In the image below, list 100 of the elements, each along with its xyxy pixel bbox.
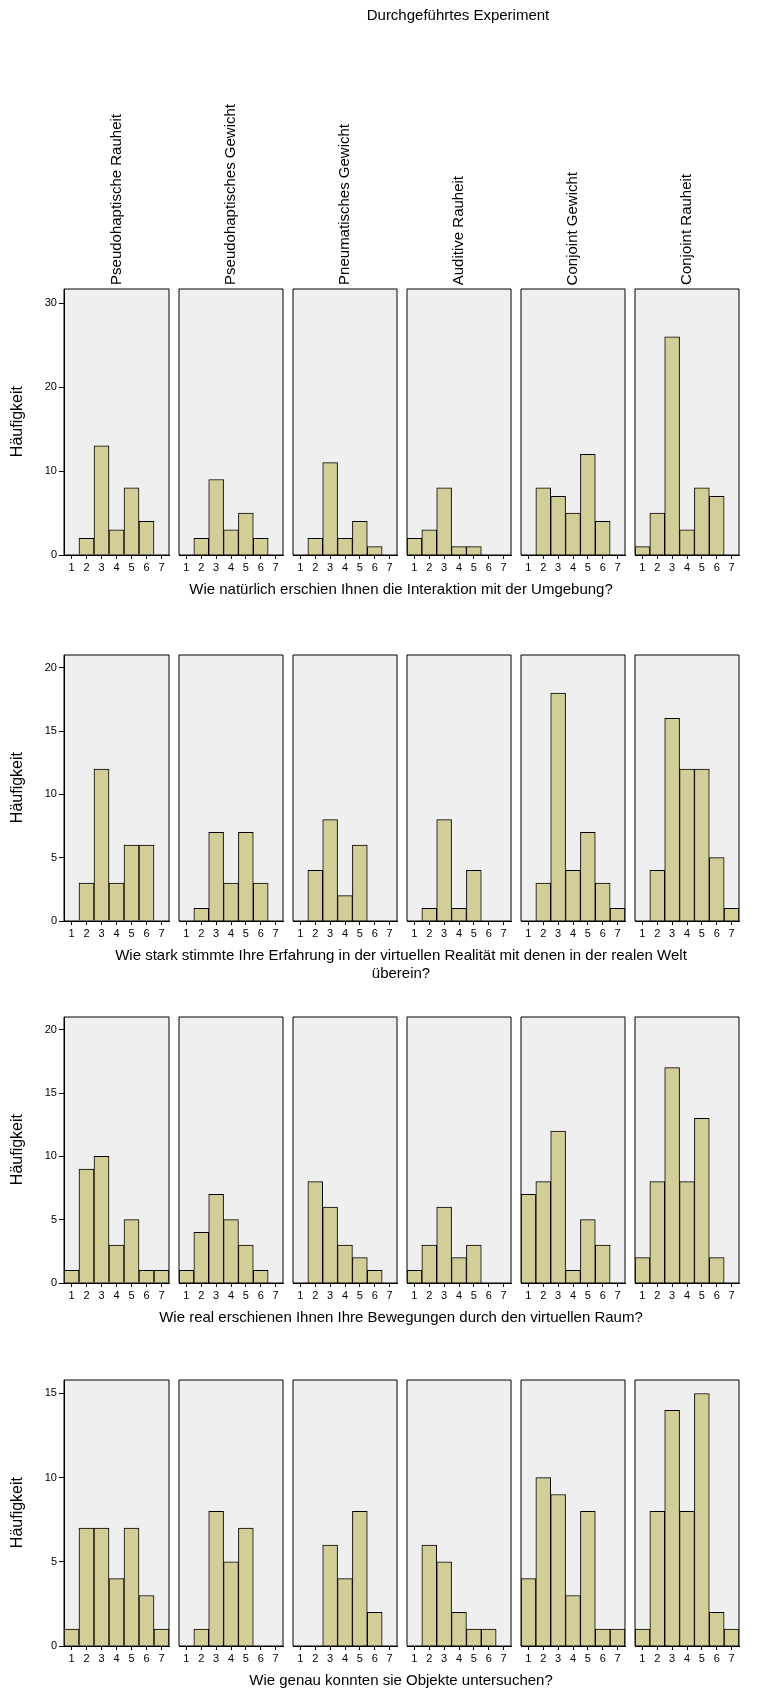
- x-tick-label: 5: [356, 1651, 363, 1664]
- x-tick-label: 3: [98, 560, 105, 573]
- x-tick-label: 6: [143, 560, 150, 573]
- y-tick-label: 5: [50, 1212, 57, 1225]
- y-axis-title: Häufigkeit: [7, 751, 26, 824]
- x-tick-label: 5: [470, 1288, 477, 1301]
- x-tick-label: 2: [654, 926, 661, 939]
- x-tick-label: 7: [272, 1651, 279, 1664]
- x-tick-label: 3: [555, 1288, 562, 1301]
- x-tick-label: 4: [341, 926, 349, 939]
- x-tick-label: 4: [455, 1288, 463, 1301]
- x-tick-label: 4: [569, 560, 577, 573]
- x-tick-label: 3: [98, 1288, 105, 1301]
- x-tick-label: 5: [698, 1651, 705, 1664]
- x-tick-label: 1: [639, 1288, 646, 1301]
- x-tick-label: 1: [183, 560, 190, 573]
- x-tick-label: 4: [227, 1651, 235, 1664]
- x-tick-label: 4: [455, 560, 463, 573]
- x-tick-label: 2: [312, 926, 319, 939]
- x-tick-label: 7: [272, 1288, 279, 1301]
- x-tick-label: 4: [683, 1288, 691, 1301]
- chart-title: Durchgeführtes Experiment: [365, 6, 551, 23]
- x-tick-label: 3: [441, 926, 448, 939]
- x-tick-label: 4: [455, 1651, 463, 1664]
- x-tick-label: 6: [599, 926, 606, 939]
- x-tick-label: 6: [143, 1651, 150, 1664]
- x-tick-label: 4: [113, 1288, 120, 1301]
- x-tick-label: 7: [158, 1288, 165, 1301]
- x-tick-label: 2: [540, 560, 547, 573]
- x-tick-label: 4: [341, 1288, 349, 1301]
- x-tick-label: 2: [540, 1651, 547, 1664]
- x-tick-label: 1: [411, 560, 418, 573]
- x-tick-label: 7: [728, 560, 735, 573]
- x-tick-label: 3: [213, 560, 220, 573]
- x-tick-label: 3: [98, 1651, 105, 1664]
- x-tick-label: 5: [584, 1288, 591, 1301]
- x-tick-label: 6: [257, 1288, 264, 1301]
- chart-subtitle: Pseudohaptische Rauheit: [106, 114, 125, 285]
- x-tick-label: 1: [183, 926, 190, 939]
- x-tick-label: 4: [113, 1651, 120, 1664]
- x-tick-label: 3: [555, 560, 562, 573]
- x-tick-label: 1: [297, 1288, 304, 1301]
- x-tick-label: 7: [614, 926, 621, 939]
- x-tick-label: 7: [728, 926, 735, 939]
- x-tick-label: 4: [227, 560, 235, 573]
- x-tick-label: 6: [257, 1651, 264, 1664]
- x-tick-label: 3: [669, 1651, 676, 1664]
- x-tick-label: 5: [584, 1651, 591, 1664]
- x-tick-label: 7: [386, 1651, 393, 1664]
- x-tick-label: 5: [698, 926, 705, 939]
- x-tick-label: 5: [584, 560, 591, 573]
- x-tick-label: 5: [128, 1651, 135, 1664]
- x-tick-label: 6: [143, 1288, 150, 1301]
- x-tick-label: 5: [242, 926, 249, 939]
- x-tick-label: 2: [83, 1288, 90, 1301]
- x-tick-label: 3: [441, 1288, 448, 1301]
- x-tick-label: 6: [599, 1651, 606, 1664]
- x-tick-label: 4: [341, 560, 349, 573]
- x-tick-label: 6: [713, 926, 720, 939]
- x-tick-label: 3: [98, 926, 105, 939]
- x-tick-label: 2: [198, 560, 205, 573]
- x-tick-label: 2: [198, 1651, 205, 1664]
- x-tick-label: 5: [128, 1288, 135, 1301]
- x-axis-title: Wie real erschienen Ihnen Ihre Bewegungen durch den virtuellen Raum?: [158, 1308, 644, 1326]
- x-tick-label: 6: [371, 560, 378, 573]
- x-tick-label: 2: [83, 1651, 90, 1664]
- x-tick-label: 3: [327, 926, 334, 939]
- chart-subtitle: Pseudohaptisches Gewicht: [220, 104, 239, 285]
- x-tick-label: 2: [426, 926, 433, 939]
- x-tick-label: 1: [411, 1288, 418, 1301]
- x-tick-label: 2: [83, 926, 90, 939]
- y-tick-label: 5: [50, 1554, 57, 1567]
- x-tick-label: 3: [441, 560, 448, 573]
- x-tick-label: 2: [198, 1288, 205, 1301]
- x-tick-label: 4: [569, 1651, 577, 1664]
- x-tick-label: 6: [485, 1651, 492, 1664]
- x-tick-label: 5: [128, 926, 135, 939]
- x-tick-label: 6: [485, 560, 492, 573]
- x-tick-label: 7: [728, 1651, 735, 1664]
- x-tick-label: 1: [183, 1288, 190, 1301]
- x-tick-label: 2: [540, 1288, 547, 1301]
- x-tick-label: 7: [386, 1288, 393, 1301]
- x-axis-title: Wie natürlich erschien Ihnen die Interaktion mit der Umgebung?: [188, 580, 614, 598]
- x-tick-label: 1: [525, 1651, 532, 1664]
- x-tick-label: 3: [213, 1288, 220, 1301]
- x-tick-label: 2: [312, 560, 319, 573]
- x-tick-label: 4: [683, 1651, 691, 1664]
- x-tick-label: 7: [500, 560, 507, 573]
- y-tick-label: 0: [50, 1639, 57, 1652]
- x-tick-label: 7: [272, 560, 279, 573]
- x-tick-label: 1: [525, 560, 532, 573]
- y-tick-label: 10: [44, 464, 57, 477]
- x-tick-label: 3: [213, 1651, 220, 1664]
- x-axis-title: Wie stark stimmte Ihre Erfahrung in der virtuellen Realität mit denen in der realen Welt überein?: [114, 946, 688, 982]
- y-tick-label: 10: [44, 1149, 57, 1162]
- x-tick-label: 1: [297, 560, 304, 573]
- x-tick-label: 5: [470, 1651, 477, 1664]
- y-tick-label: 30: [44, 296, 57, 309]
- x-tick-label: 4: [113, 560, 120, 573]
- x-tick-label: 4: [569, 926, 577, 939]
